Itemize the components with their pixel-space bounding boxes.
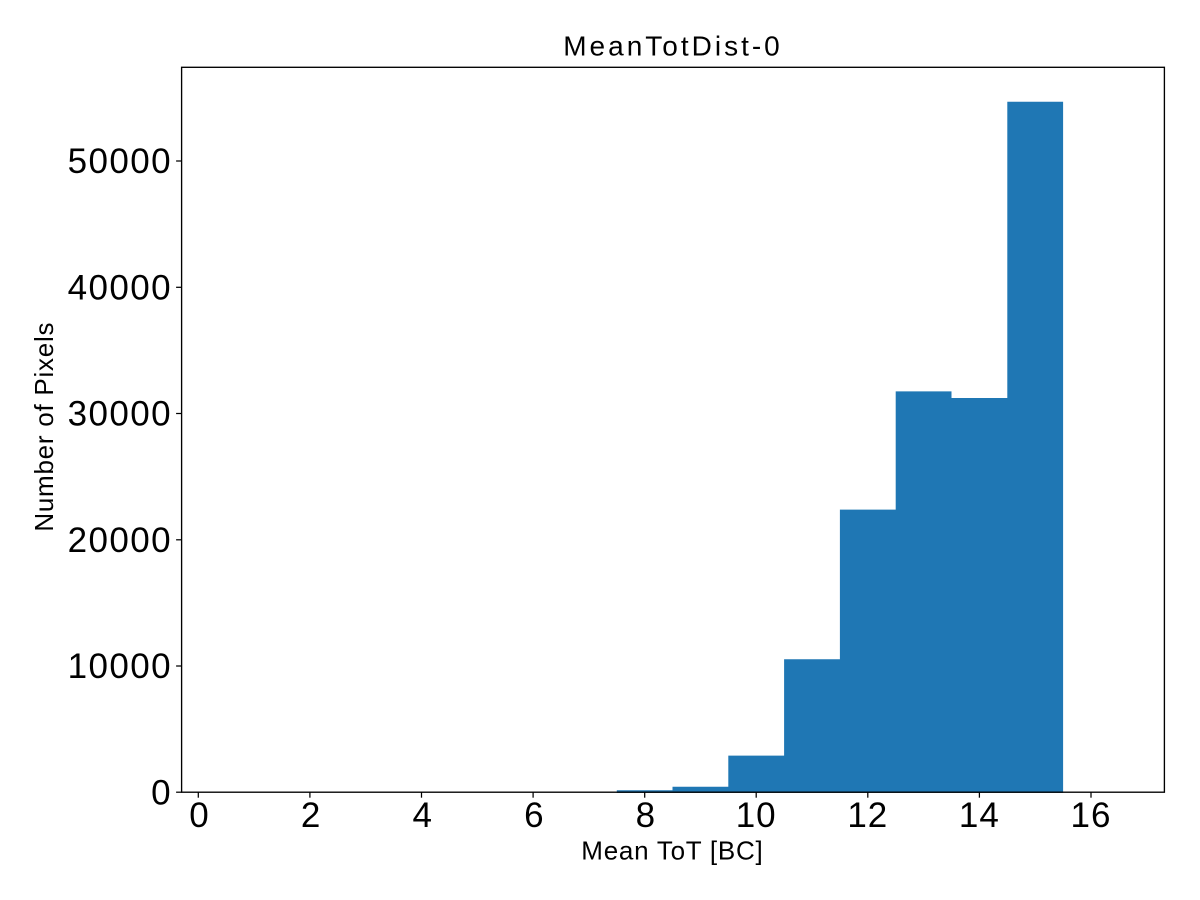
svg-text:12: 12 [847,796,888,835]
svg-text:10: 10 [736,796,777,835]
svg-text:50000: 50000 [68,142,172,181]
svg-text:Mean ToT [BC]: Mean ToT [BC] [581,836,763,866]
svg-text:0: 0 [151,773,172,812]
svg-text:0: 0 [189,796,209,835]
svg-text:6: 6 [524,796,544,835]
svg-text:30000: 30000 [68,395,172,434]
svg-text:8: 8 [636,796,656,835]
svg-text:20000: 20000 [68,521,172,560]
svg-text:10000: 10000 [68,647,172,686]
svg-text:14: 14 [959,796,1000,835]
svg-text:Number of Pixels: Number of Pixels [29,322,59,532]
svg-text:4: 4 [412,796,432,835]
svg-text:MeanTotDist-0: MeanTotDist-0 [563,31,783,62]
svg-text:40000: 40000 [68,269,172,308]
svg-text:16: 16 [1071,796,1112,835]
svg-text:2: 2 [301,796,321,835]
